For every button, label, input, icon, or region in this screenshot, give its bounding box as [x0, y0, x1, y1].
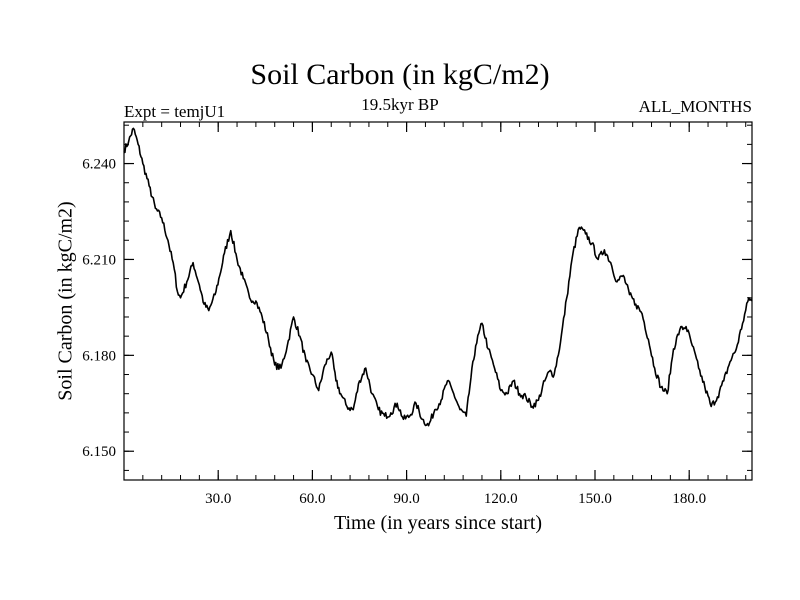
x-tick-label: 120.0: [484, 491, 518, 507]
months-label: ALL_MONTHS: [638, 97, 752, 116]
x-tick-label: 60.0: [299, 491, 325, 507]
series-line: [123, 127, 753, 427]
y-tick-label: 6.180: [82, 348, 116, 364]
x-tick-label: 30.0: [205, 491, 231, 507]
y-tick-label: 6.210: [82, 252, 116, 268]
x-tick-label: 90.0: [393, 491, 419, 507]
x-axis-label: Time (in years since start): [333, 512, 543, 534]
series-layer: [123, 127, 753, 427]
chart-title: Soil Carbon (in kgC/m2): [250, 58, 550, 91]
y-tick-label: 6.150: [82, 444, 116, 460]
period-label: 19.5kyr BP: [361, 95, 439, 114]
y-tick-label: 6.240: [82, 157, 116, 173]
x-tick-label: 150.0: [578, 491, 612, 507]
plot-frame: [123, 121, 753, 481]
axis-ticks: 30.0 60.0 90.0 120.0 150.0 180.0 6.150 6.180 6.2…: [82, 122, 752, 507]
experiment-label: Expt = temjU1: [124, 102, 226, 121]
x-tick-label: 180.0: [672, 491, 706, 507]
